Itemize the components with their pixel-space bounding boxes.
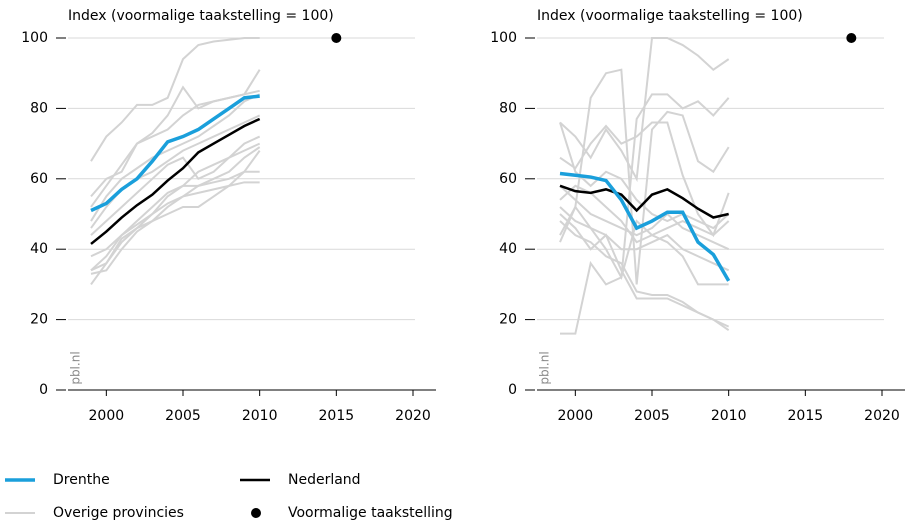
y-tick-label: 60 bbox=[499, 171, 517, 187]
province-line bbox=[90, 69, 261, 208]
legend: Drenthe Nederland Overige provincies Voorma… bbox=[5, 472, 453, 521]
x-tick-label: 2000 bbox=[558, 408, 594, 424]
province-line bbox=[90, 150, 261, 272]
legend-label: Voormalige taakstelling bbox=[288, 505, 453, 521]
target-dot bbox=[331, 33, 342, 43]
chart-panel: Index (voormalige taakstelling = 100) 0 20… bbox=[490, 8, 905, 424]
province-line bbox=[559, 185, 730, 251]
province-line bbox=[90, 37, 260, 162]
watermark: pbl.nl bbox=[69, 351, 83, 384]
province-line bbox=[559, 122, 730, 230]
y-tick-label: 40 bbox=[30, 241, 48, 257]
province-line bbox=[90, 135, 261, 236]
y-tick-label: 20 bbox=[499, 312, 517, 328]
y-tick-label: 20 bbox=[30, 312, 48, 328]
watermark: pbl.nl bbox=[538, 351, 552, 384]
legend-swatch bbox=[251, 508, 261, 518]
y-tick-label: 0 bbox=[508, 382, 517, 398]
series-line bbox=[559, 184, 729, 219]
province-line bbox=[90, 142, 261, 272]
chart-panel: Index (voormalige taakstelling = 100) 0 20… bbox=[21, 8, 436, 424]
legend-label: Drenthe bbox=[53, 472, 110, 488]
province-line bbox=[559, 205, 729, 286]
x-tick-label: 2020 bbox=[395, 408, 431, 424]
axis-label: Index (voormalige taakstelling = 100) bbox=[68, 8, 334, 24]
province-line bbox=[559, 206, 730, 272]
x-tick-label: 2015 bbox=[788, 408, 824, 424]
series-line bbox=[90, 94, 260, 213]
x-tick-label: 2015 bbox=[319, 408, 355, 424]
y-tick-label: 0 bbox=[39, 382, 48, 398]
x-tick-label: 2005 bbox=[634, 408, 670, 424]
y-tick-label: 100 bbox=[21, 30, 48, 46]
x-tick-label: 2000 bbox=[89, 408, 125, 424]
target-dot bbox=[846, 33, 857, 43]
province-line bbox=[560, 93, 730, 335]
x-tick-label: 2010 bbox=[242, 408, 278, 424]
province-line bbox=[90, 170, 260, 275]
series-line bbox=[559, 171, 731, 282]
y-tick-label: 100 bbox=[490, 30, 517, 46]
y-tick-label: 80 bbox=[499, 100, 517, 116]
x-tick-label: 2010 bbox=[711, 408, 747, 424]
province-line bbox=[559, 121, 730, 238]
province-line bbox=[90, 181, 260, 285]
axis-label: Index (voormalige taakstelling = 100) bbox=[537, 8, 803, 24]
legend-label: Nederland bbox=[288, 472, 361, 488]
series-line bbox=[90, 117, 261, 245]
x-tick-label: 2005 bbox=[165, 408, 201, 424]
y-tick-label: 40 bbox=[499, 241, 517, 257]
province-line bbox=[559, 220, 730, 328]
y-tick-label: 80 bbox=[30, 100, 48, 116]
legend-label: Overige provincies bbox=[53, 505, 184, 521]
x-tick-label: 2020 bbox=[864, 408, 900, 424]
province-line bbox=[90, 93, 261, 222]
y-tick-label: 60 bbox=[30, 171, 48, 187]
